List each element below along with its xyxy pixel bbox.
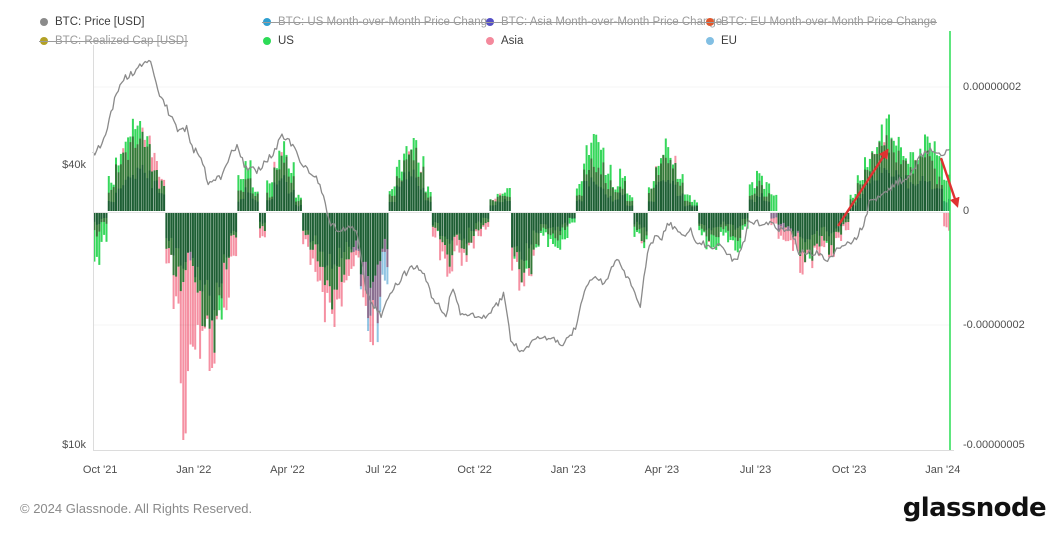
legend-item-us[interactable]: US	[263, 33, 294, 49]
legend-label: BTC: Price [USD]	[55, 16, 145, 28]
trend-arrow-icon	[836, 148, 889, 227]
us-bars	[93, 114, 951, 353]
legend-item-us-mom[interactable]: BTC: US Month-over-Month Price Change	[261, 14, 495, 30]
chart-canvas	[92, 31, 960, 451]
x-axis-tick-label: Jul '22	[365, 464, 397, 476]
series-dot-icon	[40, 18, 48, 26]
legend-item-btc-price[interactable]: BTC: Price [USD]	[40, 14, 144, 30]
x-axis-tick-label: Jul '23	[739, 464, 772, 476]
trend-arrow-icon	[939, 157, 960, 208]
chart-area[interactable]: $40k $10k 0.00000002 0 -0.00000002 -0.00…	[0, 0, 1060, 490]
right-axis-tick-zero: 0	[963, 205, 970, 217]
x-axis-tick-label: Apr '22	[270, 464, 305, 476]
copyright-text: © 2024 Glassnode. All Rights Reserved.	[20, 501, 253, 516]
series-dot-icon	[486, 37, 494, 45]
legend-item-asia[interactable]: Asia	[486, 33, 523, 49]
legend-item-eu-mom[interactable]: BTC: EU Month-over-Month Price Change	[704, 14, 938, 30]
legend-label: EU	[721, 35, 737, 47]
legend-label: US	[278, 35, 294, 47]
series-dot-icon	[706, 37, 714, 45]
x-axis-tick-label: Jan '23	[550, 464, 586, 476]
left-axis-tick-10k: $10k	[62, 439, 86, 451]
left-axis-tick-40k: $40k	[62, 159, 86, 171]
price-line	[92, 59, 951, 353]
x-axis-tick-label: Oct '23	[831, 464, 867, 476]
x-axis-tick-label: Jan '24	[925, 464, 961, 476]
glassnode-logo: glassnode	[902, 493, 1047, 523]
x-axis-tick-label: Jan '22	[176, 464, 212, 476]
x-axis-tick-label: Apr '23	[644, 464, 680, 476]
right-axis-tick-pos2: 0.00000002	[963, 81, 1022, 93]
legend-item-asia-mom[interactable]: BTC: Asia Month-over-Month Price Change	[484, 14, 724, 30]
legend-item-realized-cap[interactable]: BTC: Realized Cap [USD]	[38, 33, 189, 49]
right-axis-tick-neg2: -0.00000002	[963, 319, 1025, 331]
x-axis-tick-label: Oct '22	[457, 464, 492, 476]
x-axis-tick-label: Oct '21	[82, 464, 118, 476]
legend-label: Asia	[501, 35, 524, 47]
right-axis-tick-neg5: -0.00000005	[963, 439, 1025, 451]
series-dot-icon	[263, 37, 271, 45]
footer: © 2024 Glassnode. All Rights Reserved. g…	[0, 490, 1060, 535]
legend-item-eu[interactable]: EU	[706, 33, 737, 49]
